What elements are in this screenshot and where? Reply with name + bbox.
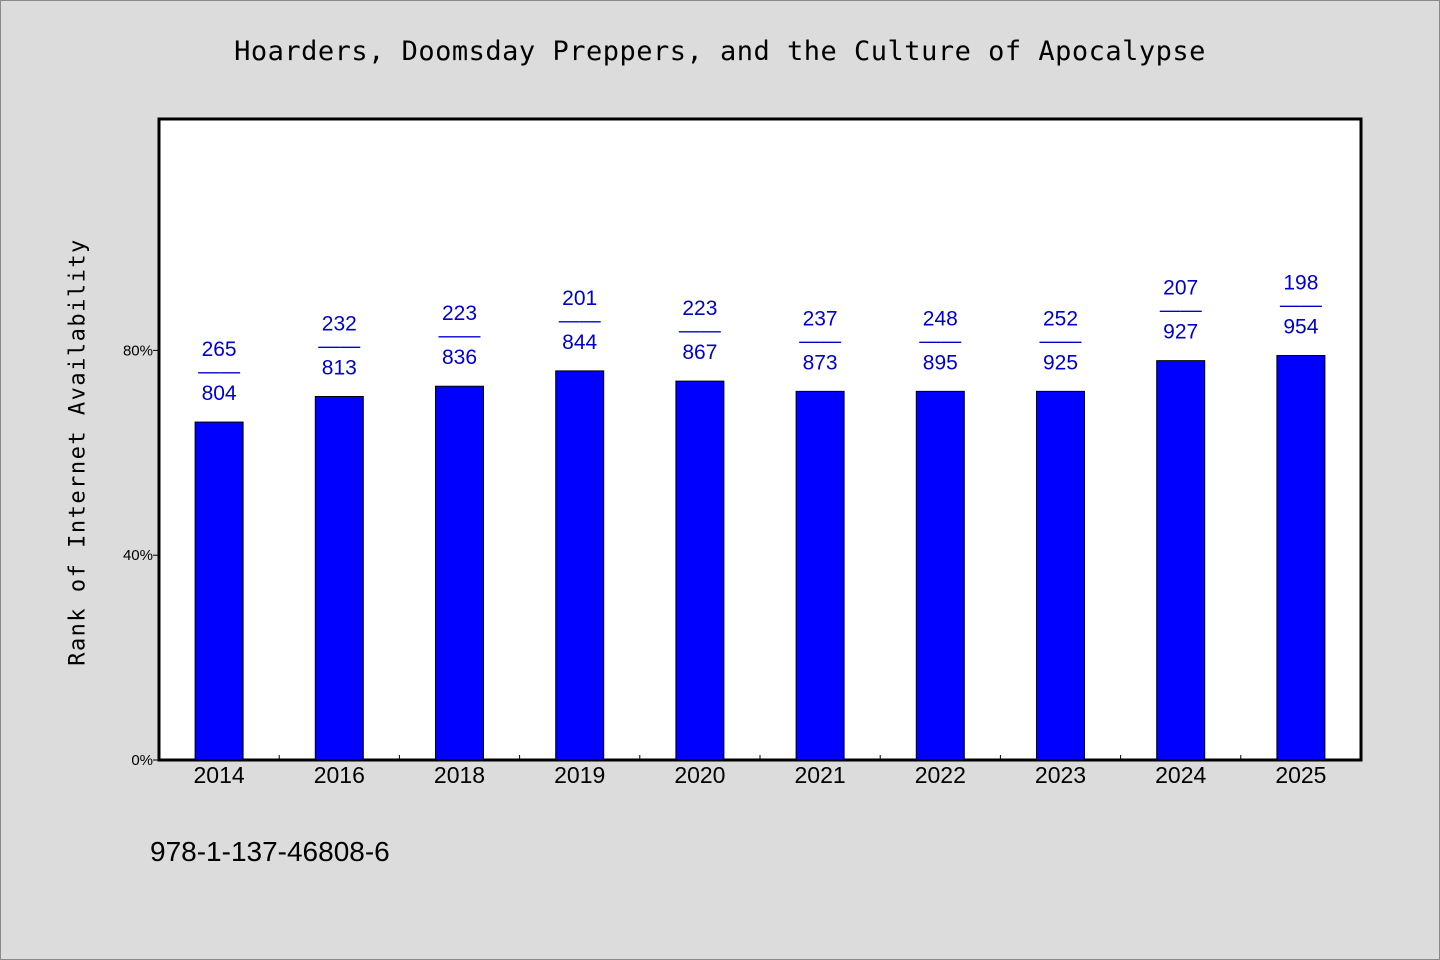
data-label-2025-bottom: 954 (1283, 316, 1318, 339)
data-label-2021-top: 237 (803, 307, 838, 330)
data-label-2018-top: 223 (442, 302, 477, 325)
x-tick-label-2014: 2014 (194, 762, 245, 788)
data-label-2014-sep: —— (198, 360, 240, 383)
data-label-2020-sep: —— (679, 319, 721, 342)
bar-2021 (795, 390, 845, 761)
bars-layer (194, 355, 1326, 761)
footnote-isbn: 978-1-137-46808-6 (150, 836, 390, 867)
x-tick-label-2019: 2019 (554, 762, 605, 788)
bar-2014 (194, 421, 244, 761)
x-tick-label-2023: 2023 (1035, 762, 1086, 788)
x-tick-label-2022: 2022 (915, 762, 966, 788)
data-label-2024-bottom: 927 (1163, 321, 1198, 344)
data-label-2024-sep: —— (1160, 299, 1202, 322)
bar-2024 (1156, 360, 1206, 761)
bar-2016 (314, 395, 364, 761)
data-label-2021-sep: —— (799, 329, 841, 352)
data-label-2016-sep: —— (318, 334, 360, 357)
data-label-2022-bottom: 895 (923, 351, 958, 374)
data-label-2020-bottom: 867 (682, 341, 717, 364)
data-label-2019-top: 201 (562, 287, 597, 310)
data-label-2020-top: 223 (682, 297, 717, 320)
data-label-2023-sep: —— (1040, 329, 1082, 352)
data-label-2023-top: 252 (1043, 307, 1078, 330)
bar-2022 (915, 390, 965, 761)
data-label-2025-top: 198 (1283, 272, 1318, 295)
bar-2019 (555, 370, 605, 761)
data-label-2016-bottom: 813 (322, 356, 357, 379)
chart-title: Hoarders, Doomsday Preppers, and the Cul… (234, 36, 1206, 67)
bar-2023 (1036, 390, 1085, 761)
data-labels-layer: 265——804232——813223——836201——844223——867… (198, 272, 1322, 406)
bar-2018 (435, 385, 484, 761)
data-label-2024-top: 207 (1163, 277, 1198, 300)
data-label-2019-bottom: 844 (562, 331, 597, 354)
y-tick-label-40%: 40% (123, 547, 153, 564)
bar-2020 (675, 380, 725, 761)
data-label-2014-bottom: 804 (202, 382, 237, 405)
axes-layer: 2014 2016 2018 2019 2020 2021 2022 2023 2024 2025… (123, 342, 1327, 788)
x-tick-label-2021: 2021 (795, 762, 846, 788)
bar-2025 (1276, 355, 1326, 761)
x-tick-label-2018: 2018 (434, 762, 485, 788)
x-tick-label-2016: 2016 (314, 762, 365, 788)
data-label-2019-sep: —— (559, 309, 601, 332)
x-tick-label-2024: 2024 (1155, 762, 1206, 788)
data-label-2021-bottom: 873 (803, 351, 838, 374)
data-label-2022-top: 248 (923, 307, 958, 330)
data-label-2016-top: 232 (322, 312, 357, 335)
data-label-2025-sep: —— (1280, 294, 1322, 317)
data-label-2018-sep: —— (439, 324, 481, 347)
data-label-2023-bottom: 925 (1043, 351, 1078, 374)
data-label-2014-top: 265 (202, 338, 237, 361)
x-tick-label-2020: 2020 (674, 762, 725, 788)
data-label-2022-sep: —— (919, 329, 961, 352)
data-label-2018-bottom: 836 (442, 346, 477, 369)
y-tick-label-80%: 80% (123, 342, 153, 359)
y-tick-label-0%: 0% (131, 752, 153, 769)
x-tick-label-2025: 2025 (1275, 762, 1326, 788)
